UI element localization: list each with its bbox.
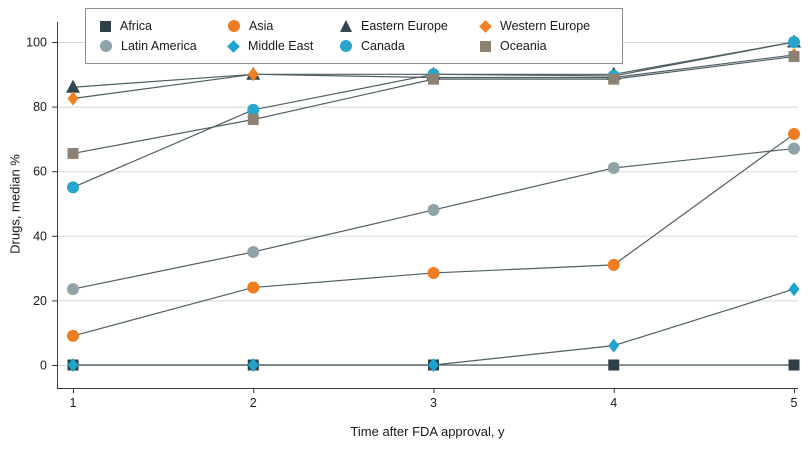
y-tick-labels: 0 20 40 60 80 100 xyxy=(26,36,47,373)
svg-text:20: 20 xyxy=(33,294,47,308)
svg-text:100: 100 xyxy=(26,36,47,50)
diamond-marker-icon xyxy=(67,91,79,106)
square-marker-icon xyxy=(608,359,620,371)
legend-item-canada: Canada xyxy=(340,39,480,53)
circle-marker-icon xyxy=(247,103,260,116)
square-marker-icon xyxy=(247,114,259,126)
circle-marker-icon xyxy=(788,128,800,141)
diamond-marker-icon xyxy=(788,282,800,297)
triangle-marker-icon xyxy=(340,20,352,32)
svg-text:40: 40 xyxy=(33,229,47,243)
square-marker-icon xyxy=(608,73,620,85)
chart-legend: Africa Asia Eastern Europe Western Europe La… xyxy=(85,8,623,64)
circle-marker-icon xyxy=(607,258,620,271)
series-markers-oceania xyxy=(67,51,800,159)
legend-label: Canada xyxy=(361,39,405,53)
legend-label: Oceania xyxy=(500,39,547,53)
legend-item-eastern-europe: Eastern Europe xyxy=(340,19,480,33)
axes xyxy=(52,22,798,393)
legend-label: Middle East xyxy=(248,39,314,53)
legend-item-africa: Africa xyxy=(100,19,228,33)
svg-text:80: 80 xyxy=(33,100,47,114)
circle-marker-icon xyxy=(788,36,800,48)
square-marker-icon xyxy=(788,51,800,63)
svg-text:2: 2 xyxy=(250,396,257,410)
x-axis-title: Time after FDA approval, y xyxy=(350,424,505,439)
x-tick-labels: 1 2 3 4 5 xyxy=(70,396,798,410)
diamond-marker-icon xyxy=(247,358,259,372)
square-marker-icon xyxy=(67,147,79,159)
circle-marker-icon xyxy=(67,329,79,342)
legend-label: Africa xyxy=(120,19,152,33)
svg-text:5: 5 xyxy=(791,396,798,410)
legend-item-middle-east: Middle East xyxy=(227,39,340,53)
square-marker-icon xyxy=(480,40,491,52)
svg-text:60: 60 xyxy=(33,165,47,179)
circle-marker-icon xyxy=(607,161,620,174)
diamond-marker-icon xyxy=(428,358,439,372)
series-markers-asia xyxy=(67,128,800,342)
circle-marker-icon xyxy=(228,20,240,32)
y-axis-title: Drugs, median % xyxy=(7,154,23,254)
diamond-marker-icon xyxy=(608,338,620,353)
legend-label: Latin America xyxy=(121,39,197,53)
series-line-asia xyxy=(72,133,795,337)
circle-marker-icon xyxy=(427,266,440,279)
circle-marker-icon xyxy=(340,40,352,52)
legend-item-latin-america: Latin America xyxy=(100,39,228,53)
circle-marker-icon xyxy=(100,40,112,52)
circle-marker-icon xyxy=(67,283,79,296)
circle-marker-icon xyxy=(427,203,440,216)
gridlines xyxy=(57,42,798,366)
circle-marker-icon xyxy=(788,142,800,155)
legend-item-asia: Asia xyxy=(228,19,340,33)
legend-label: Asia xyxy=(249,19,274,33)
series-markers-middle-east xyxy=(67,282,800,372)
diamond-marker-icon xyxy=(247,67,259,82)
legend-item-western-europe: Western Europe xyxy=(479,19,608,33)
svg-text:4: 4 xyxy=(610,396,617,410)
legend-label: Eastern Europe xyxy=(361,19,448,33)
legend-label: Western Europe xyxy=(500,19,591,33)
square-marker-icon xyxy=(788,359,800,371)
diamond-marker-icon xyxy=(67,358,79,372)
triangle-marker-icon xyxy=(66,79,80,93)
circle-marker-icon xyxy=(247,281,260,294)
diamond-marker-icon xyxy=(479,19,492,33)
circle-marker-icon xyxy=(247,245,260,258)
svg-text:3: 3 xyxy=(430,396,437,410)
legend-item-oceania: Oceania xyxy=(480,39,608,53)
series-markers-latin-america xyxy=(67,142,800,296)
circle-marker-icon xyxy=(67,181,79,194)
svg-text:0: 0 xyxy=(40,359,47,373)
diamond-marker-icon xyxy=(227,39,240,53)
square-marker-icon xyxy=(428,73,439,85)
square-marker-icon xyxy=(100,20,111,32)
svg-text:1: 1 xyxy=(70,396,77,410)
